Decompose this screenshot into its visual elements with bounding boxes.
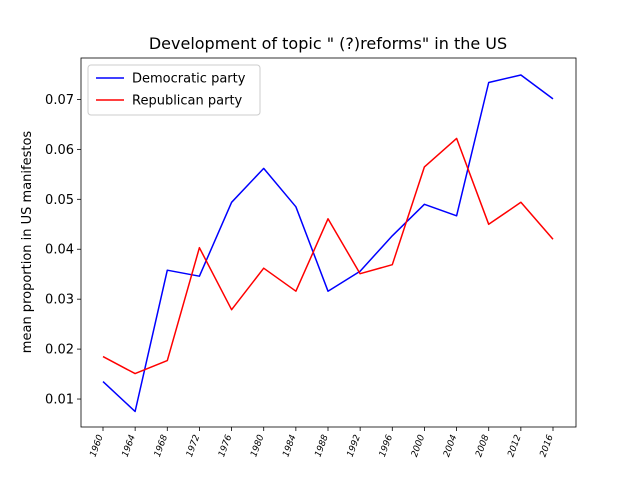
y-tick-label: 0.02 xyxy=(45,343,74,358)
legend: Democratic party Republican party xyxy=(87,64,261,116)
y-tick-label: 0.04 xyxy=(45,243,74,258)
plot-area: 1960 1964 1968 1972 1976 1980 1984 1988 1992 1996… xyxy=(45,57,577,459)
legend-label-0: Democratic party xyxy=(132,72,246,87)
y-tick-label: 0.06 xyxy=(45,143,74,158)
legend-box xyxy=(87,64,261,116)
series-line-1 xyxy=(102,137,554,375)
y-tick-label: 0.03 xyxy=(45,293,74,308)
y-tick-label: 0.07 xyxy=(45,93,74,108)
y-tick-label: 0.05 xyxy=(45,193,74,208)
y-axis-label: mean proportion in US manifestos xyxy=(20,131,35,354)
axes-frame xyxy=(80,57,577,428)
y-tick-label: 0.01 xyxy=(45,393,74,408)
chart-title: Development of topic " (?)reforms" in th… xyxy=(149,34,507,53)
series-line-0 xyxy=(102,74,554,413)
legend-label-1: Republican party xyxy=(132,94,243,109)
